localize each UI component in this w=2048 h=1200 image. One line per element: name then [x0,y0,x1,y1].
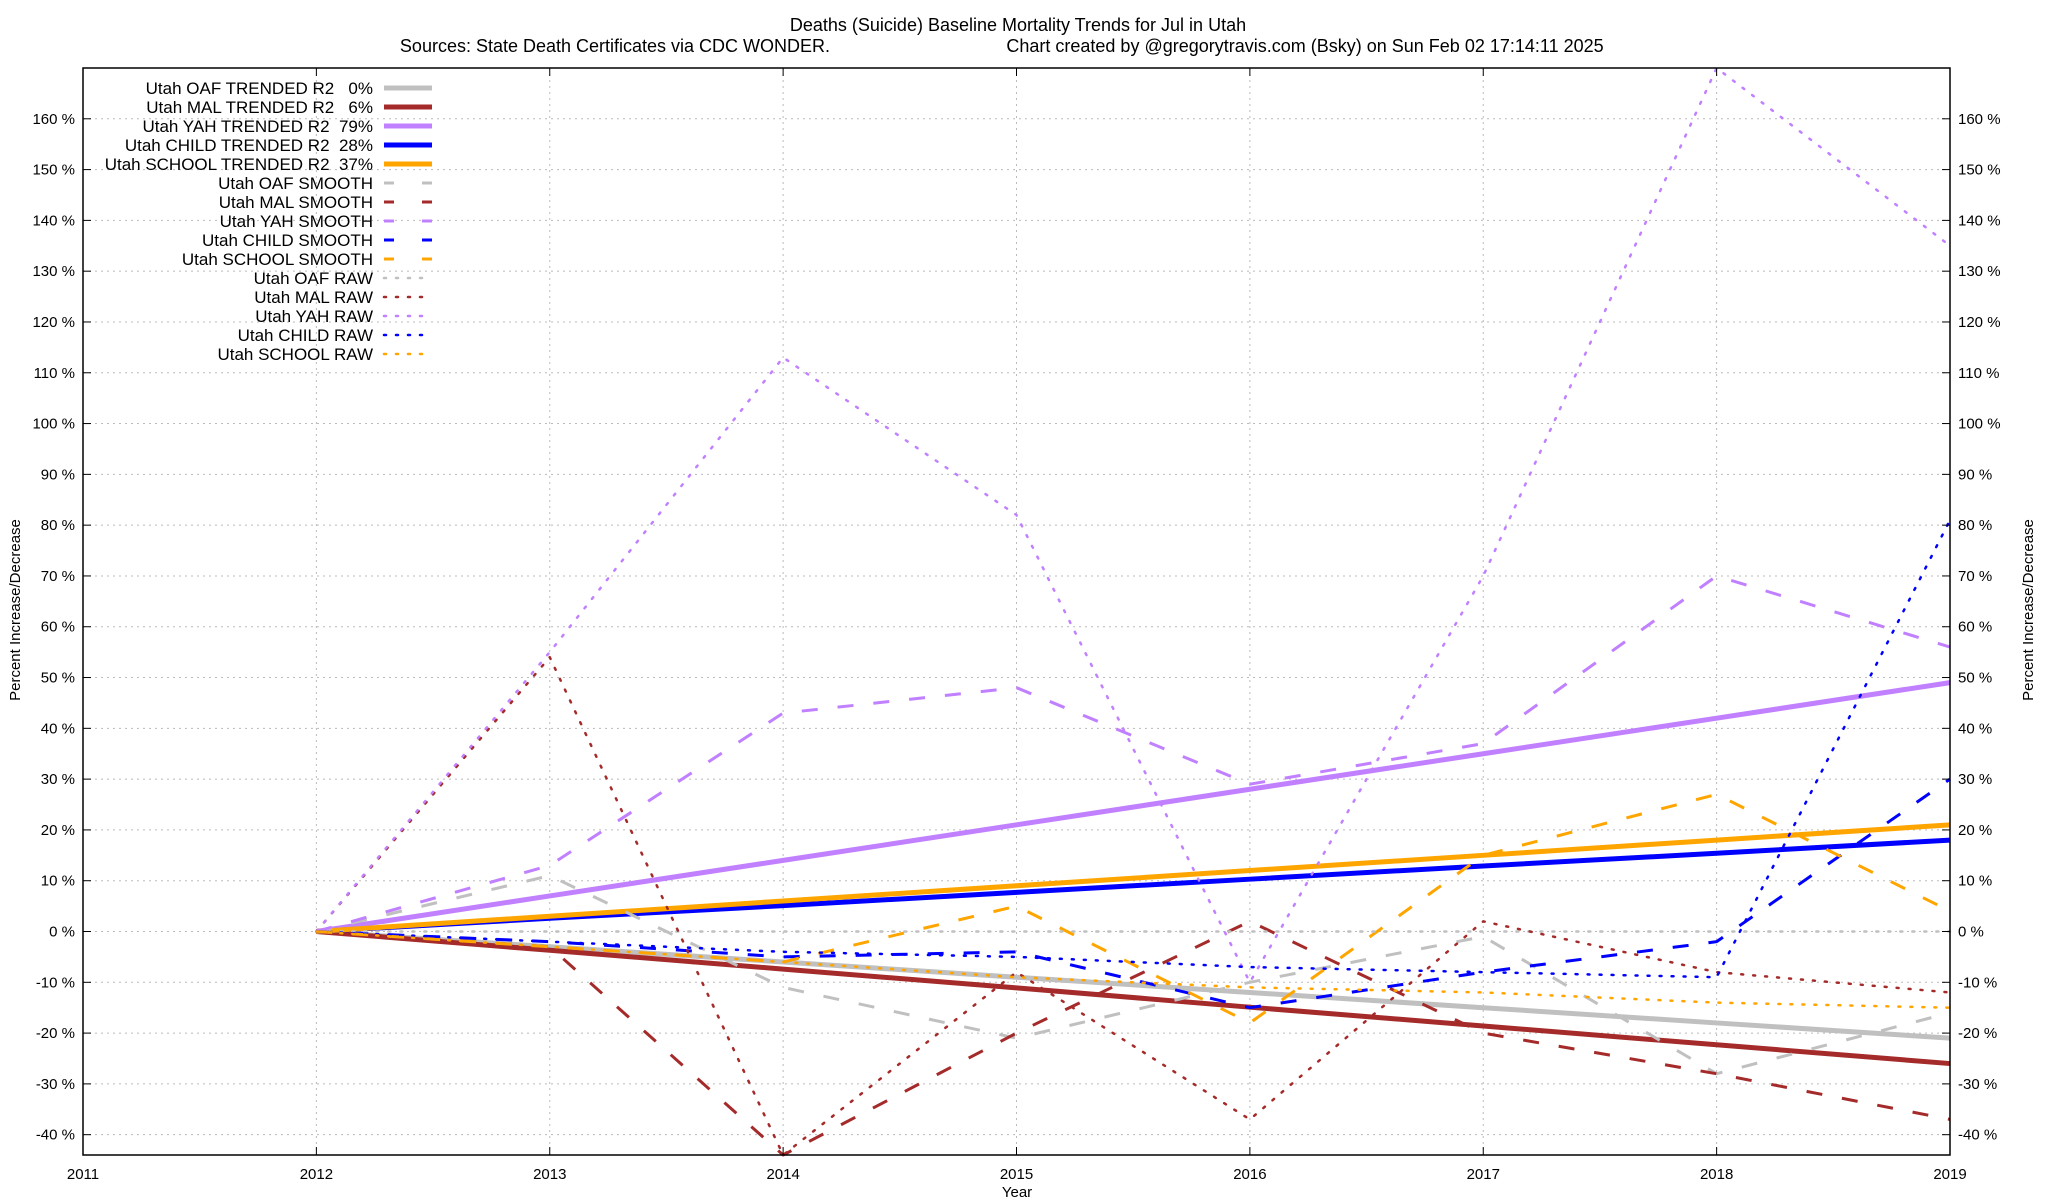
series-line-utah-yah-smooth [315,574,1951,933]
y-tick-label: -40 % [36,1127,75,1144]
y2-tick-label: 0 % [1958,924,1984,941]
y-axis-label: Percent Increase/Decrease [7,519,24,701]
chart-subtitle-sources: Sources: State Death Certificates via CD… [400,36,830,56]
x-tick-label: 2019 [1933,1166,1966,1183]
legend-label: Utah SCHOOL SMOOTH [182,250,373,269]
series-line-utah-school-raw [315,930,1952,1009]
legend-label: Utah CHILD TRENDED R2 28% [125,136,373,155]
y2-tick-label: 140 % [1958,212,2001,229]
y-tick-label: 30 % [41,771,75,788]
y-tick-label: 50 % [41,670,75,687]
y2-tick-label: -30 % [1958,1076,1997,1093]
x-tick-label: 2013 [533,1166,566,1183]
series-line-utah-oaf-smooth [316,874,1951,1076]
y-tick-label: -10 % [36,974,75,991]
y-tick-label: 80 % [41,517,75,534]
y2-tick-label: 60 % [1958,619,1992,636]
legend-label: Utah YAH SMOOTH [220,212,373,231]
chart-title: Deaths (Suicide) Baseline Mortality Tren… [790,15,1246,35]
legend-label: Utah SCHOOL RAW [217,345,373,364]
series-line-utah-child-smooth [316,777,1951,1010]
series-line-utah-mal-raw [315,655,1952,1157]
legend-label: Utah OAF SMOOTH [218,174,373,193]
legend-label: Utah CHILD RAW [238,326,373,345]
y-tick-label: 130 % [32,263,75,280]
y-tick-label: 10 % [41,873,75,890]
y2-tick-label: -40 % [1958,1127,1997,1144]
y-tick-label: -20 % [36,1025,75,1042]
x-tick-label: 2018 [1700,1166,1733,1183]
legend-label: Utah YAH TRENDED R2 79% [142,117,373,136]
x-tick-label: 2016 [1233,1166,1266,1183]
series-line-utah-mal-trended [316,929,1951,1067]
y-tick-label: 100 % [32,416,75,433]
series-line-utah-school-trended [316,822,1951,934]
y2-tick-label: 90 % [1958,466,1992,483]
legend-label: Utah MAL RAW [254,288,373,307]
x-tick-label: 2012 [300,1166,333,1183]
x-axis-label: Year [1002,1184,1032,1200]
y-tick-label: 90 % [41,466,75,483]
legend-label: Utah SCHOOL TRENDED R2 37% [105,155,373,174]
y2-tick-label: 10 % [1958,873,1992,890]
y2-tick-label: 110 % [1958,365,1999,382]
x-tick-label: 2011 [67,1166,99,1183]
y2-tick-label: -20 % [1958,1025,1997,1042]
y2-axis-label: Percent Increase/Decrease [2020,519,2037,701]
y2-tick-label: 40 % [1958,720,1992,737]
y2-tick-label: 50 % [1958,670,1992,687]
y2-tick-label: 30 % [1958,771,1992,788]
legend-label: Utah YAH RAW [255,307,373,326]
y2-tick-label: 70 % [1958,568,1992,585]
y-tick-label: 150 % [32,162,75,179]
axis-ticks: 2011 2012 2013 2014 2015 2016 2017 2018 2019 -40 … [32,68,2001,1183]
legend: Utah OAF TRENDED R2 0%Utah MAL TRENDED R… [105,79,434,364]
series-line-utah-school-smooth [316,792,1951,1025]
y2-tick-label: 150 % [1958,162,2001,179]
series-line-utah-child-raw [315,518,1952,979]
y2-tick-label: 160 % [1958,111,2001,128]
series-line-utah-oaf-trended [316,929,1951,1041]
y-tick-label: 120 % [32,314,75,331]
x-tick-label: 2014 [766,1166,799,1183]
y-tick-label: 70 % [41,568,75,585]
y-tick-label: 0 % [49,924,75,941]
legend-label: Utah OAF TRENDED R2 0% [146,79,373,98]
y-tick-label: 20 % [41,822,75,839]
y2-tick-label: 80 % [1958,517,1992,534]
chart-subtitle-credit: Chart created by @gregorytravis.com (Bsk… [1006,36,1603,56]
y-tick-label: 110 % [34,365,75,382]
legend-label: Utah MAL SMOOTH [219,193,373,212]
series-line-utah-yah-trended [315,680,1951,934]
y-tick-label: -30 % [36,1076,75,1093]
y-tick-label: 60 % [41,619,75,636]
y-tick-label: 140 % [32,212,75,229]
series-line-utah-mal-smooth [316,919,1951,1157]
legend-label: Utah MAL TRENDED R2 6% [146,98,373,117]
y2-tick-label: 20 % [1958,822,1992,839]
legend-label: Utah CHILD SMOOTH [202,231,373,250]
x-tick-label: 2017 [1467,1166,1500,1183]
y2-tick-label: 130 % [1958,263,2001,280]
y-tick-label: 40 % [41,720,75,737]
y2-tick-label: -10 % [1958,974,1997,991]
y2-tick-label: 100 % [1958,416,2001,433]
x-tick-label: 2015 [1000,1166,1033,1183]
y-tick-label: 160 % [32,111,75,128]
y2-tick-label: 120 % [1958,314,2001,331]
series-lines [315,66,1952,1157]
legend-label: Utah OAF RAW [254,269,373,288]
